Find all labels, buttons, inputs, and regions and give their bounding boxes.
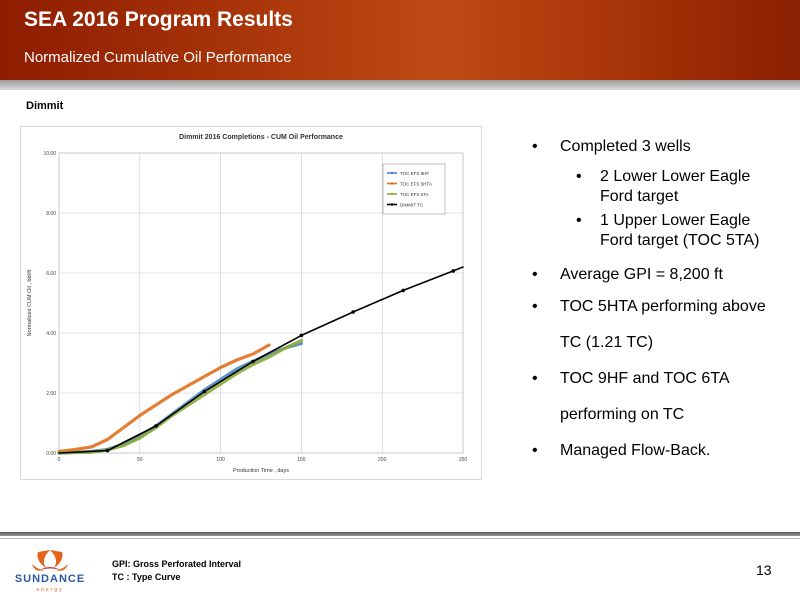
footer-divider bbox=[0, 532, 800, 536]
y-tick-label: 10.00 bbox=[43, 151, 56, 157]
tc-marker bbox=[202, 389, 207, 394]
x-tick-label: 200 bbox=[378, 457, 387, 463]
cum-oil-chart: Dimmit 2016 Completions - CUM Oil Perfor… bbox=[27, 134, 468, 474]
bullet-text: Completed 3 wells bbox=[560, 138, 691, 155]
section-label: Dimmit bbox=[26, 100, 64, 112]
tc-marker bbox=[251, 359, 255, 364]
legend-label: TOC EFS 9HF bbox=[400, 171, 429, 176]
bullet-item: • Managed Flow-Back. bbox=[532, 433, 772, 469]
tc-marker bbox=[451, 269, 456, 273]
footnote-tc: TC : Type Curve bbox=[112, 572, 181, 582]
footer-divider-thin bbox=[0, 538, 800, 539]
bullet-dot-icon: • bbox=[576, 168, 582, 185]
x-axis-label: Production Time , days bbox=[233, 468, 289, 474]
legend-marker bbox=[390, 203, 394, 206]
tc-marker bbox=[351, 310, 355, 314]
y-tick-label: 2.00 bbox=[46, 391, 56, 397]
logo-subtext: energy bbox=[36, 587, 63, 593]
bullet-item: • TOC 5HTA performing above TC (1.21 TC) bbox=[532, 289, 772, 361]
sundance-logo: SUNDANCE energy bbox=[15, 550, 85, 593]
bullet-dot-icon: • bbox=[532, 138, 538, 155]
series-line bbox=[57, 343, 271, 454]
bullet-item: • TOC 9HF and TOC 6TA performing on TC bbox=[532, 361, 772, 433]
logo-text: SUNDANCE bbox=[15, 573, 85, 585]
legend-label: TOC EFS 5HTA bbox=[400, 181, 432, 186]
page-number: 13 bbox=[756, 562, 772, 578]
legend-marker bbox=[390, 182, 394, 185]
legend-label: TOC EFS 6TA bbox=[400, 192, 429, 197]
series-line bbox=[57, 338, 303, 455]
chart-container: Dimmit 2016 Completions - CUM Oil Perfor… bbox=[20, 126, 482, 480]
tc-marker bbox=[105, 448, 110, 453]
series-line bbox=[58, 266, 464, 454]
bullet-text: 2 Lower Lower Eagle Ford target bbox=[600, 168, 751, 205]
bullet-item: • Average GPI = 8,200 ft bbox=[532, 265, 772, 285]
footnote-gpi: GPI: Gross Perforated Interval bbox=[112, 559, 242, 569]
x-tick-label: 250 bbox=[459, 457, 468, 463]
y-tick-label: 0.00 bbox=[46, 451, 56, 457]
x-tick-label: 100 bbox=[216, 457, 225, 463]
x-tick-label: 150 bbox=[297, 457, 306, 463]
bullet-text: Managed Flow-Back. bbox=[560, 442, 711, 459]
y-tick-label: 4.00 bbox=[46, 331, 56, 337]
x-tick-label: 0 bbox=[58, 457, 61, 463]
bullet-text: Average GPI = 8,200 ft bbox=[560, 266, 723, 283]
legend-marker bbox=[390, 192, 394, 196]
bullet-item: • Completed 3 wells bbox=[532, 137, 772, 157]
slide-title: SEA 2016 Program Results bbox=[24, 8, 293, 31]
sun-mark-icon bbox=[32, 550, 68, 571]
tc-marker bbox=[299, 333, 304, 338]
bullet-dot-icon: • bbox=[532, 370, 538, 387]
tc-marker bbox=[401, 288, 406, 293]
bullet-text: 1 Upper Lower Eagle Ford target (TOC 5TA… bbox=[600, 212, 760, 249]
bullet-dot-icon: • bbox=[532, 298, 538, 315]
tc-marker bbox=[154, 424, 158, 428]
y-axis-label: Normalized CUM Oil , bbl/ft bbox=[27, 269, 33, 336]
legend-label: DIMMIT TC bbox=[400, 202, 424, 207]
bullet-dot-icon: • bbox=[576, 212, 582, 229]
slide-subtitle: Normalized Cumulative Oil Performance bbox=[24, 49, 292, 66]
header-divider bbox=[0, 80, 800, 90]
bullet-dot-icon: • bbox=[532, 266, 538, 283]
header-banner: SEA 2016 Program Results Normalized Cumu… bbox=[0, 0, 800, 80]
y-tick-label: 8.00 bbox=[46, 211, 56, 217]
y-tick-label: 6.00 bbox=[46, 271, 56, 277]
chart-title: Dimmit 2016 Completions - CUM Oil Perfor… bbox=[179, 134, 343, 141]
bullet-dot-icon: • bbox=[532, 442, 538, 459]
bullet-text: TOC 5HTA performing above TC (1.21 TC) bbox=[560, 298, 766, 351]
bullet-text: TOC 9HF and TOC 6TA performing on TC bbox=[560, 370, 729, 423]
x-tick-label: 50 bbox=[137, 457, 143, 463]
footnotes: GPI: Gross Perforated Interval TC : Type… bbox=[112, 558, 241, 584]
sub-bullet-item: • 1 Upper Lower Eagle Ford target (TOC 5T… bbox=[532, 211, 772, 251]
legend-marker bbox=[390, 171, 394, 175]
sub-bullet-item: • 2 Lower Lower Eagle Ford target bbox=[532, 167, 772, 207]
bullet-list: • Completed 3 wells • 2 Lower Lower Eagle … bbox=[532, 137, 772, 469]
